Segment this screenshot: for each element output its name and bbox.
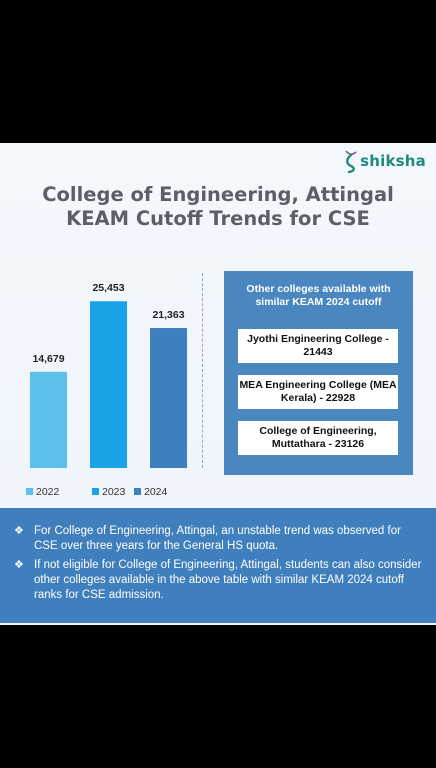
note-item: ❖ If not eligible for College of Enginee… [14, 558, 424, 603]
note-text: For College of Engineering, Attingal, an… [34, 525, 401, 552]
bar-2022 [30, 371, 67, 468]
diamond-bullet-icon: ❖ [14, 525, 24, 537]
college-name: College of Engineering, Muttathara - 231… [259, 425, 377, 450]
chart-title: College of Engineering, Attingal KEAM Cu… [42, 183, 394, 230]
note-text: If not eligible for College of Engineeri… [34, 559, 422, 601]
section-divider [202, 273, 203, 468]
legend-swatch-2024 [134, 488, 141, 495]
bar-2024 [150, 328, 187, 468]
legend-label-2023: 2023 [102, 486, 126, 498]
notes-section: ❖ For College of Engineering, Attingal, … [0, 508, 436, 623]
legend-label-2022: 2022 [36, 486, 60, 498]
panel-title: Other colleges available with similar KE… [246, 283, 391, 308]
bar-2023 [90, 301, 127, 468]
college-box: Jyothi Engineering College - 21443 [238, 329, 398, 363]
college-name: MEA Engineering College (MEA Kerala) - 2… [239, 379, 397, 404]
note-item: ❖ For College of Engineering, Attingal, … [14, 524, 424, 554]
data-label-2024: 21,363 [152, 309, 184, 321]
data-label-2022: 14,679 [32, 353, 64, 365]
diamond-bullet-icon: ❖ [14, 559, 24, 571]
legend-swatch-2022 [26, 488, 33, 495]
shiksha-logo: shiksha [344, 149, 426, 173]
college-box: College of Engineering, Muttathara - 231… [238, 421, 398, 455]
legend-label-2024: 2024 [144, 486, 168, 498]
other-colleges-panel: Other colleges available with similar KE… [224, 271, 413, 475]
college-box: MEA Engineering College (MEA Kerala) - 2… [238, 375, 398, 409]
legend-swatch-2023 [92, 488, 99, 495]
data-label-2023: 25,453 [92, 282, 124, 294]
brand-name: shiksha [360, 152, 426, 170]
college-name: Jyothi Engineering College - 21443 [247, 333, 389, 358]
bar-chart: 14,679 25,453 21,363 2022 2023 2024 [26, 282, 187, 498]
shiksha-logo-icon [345, 150, 357, 173]
